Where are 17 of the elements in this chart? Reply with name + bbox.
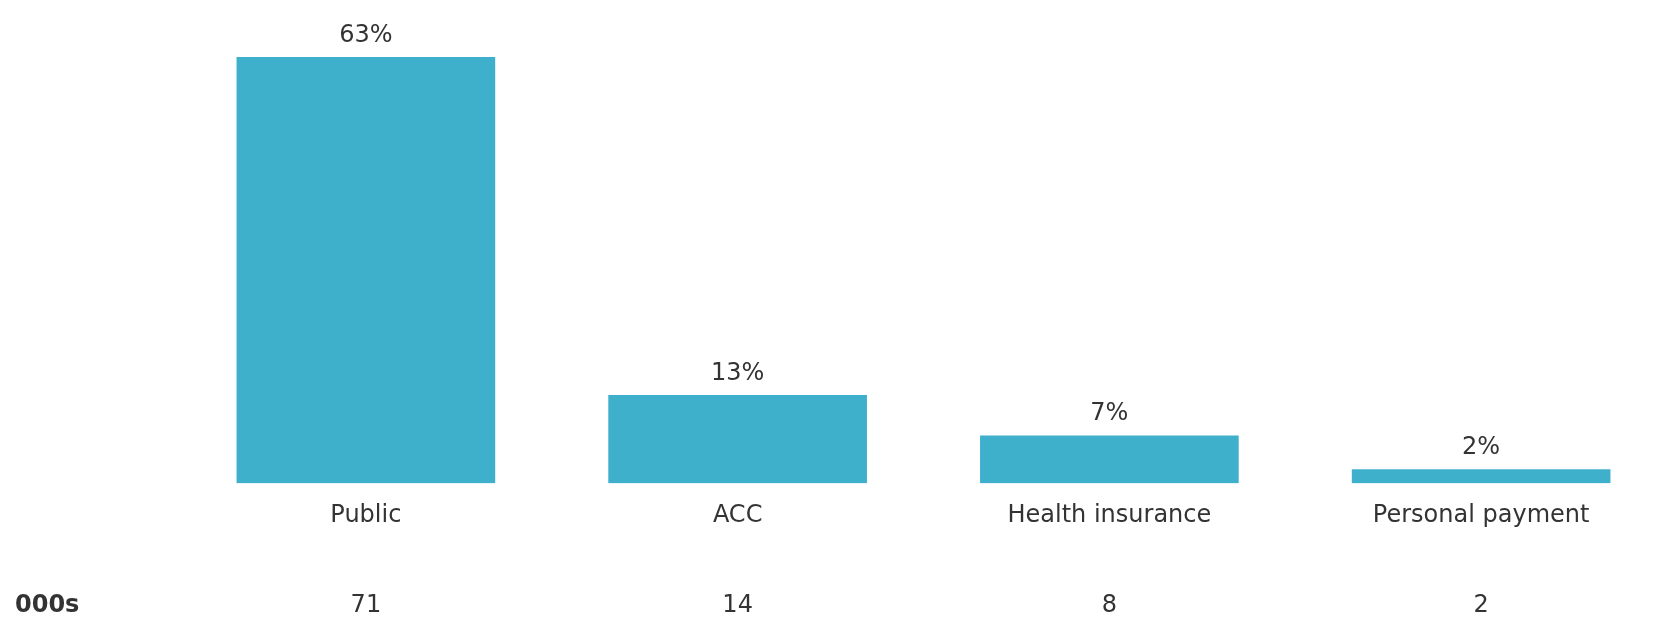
data-label: 7%	[1090, 398, 1129, 427]
text: 000s	[15, 590, 80, 619]
bar	[980, 435, 1239, 484]
data-label: 2%	[1462, 431, 1501, 460]
bar	[1351, 469, 1611, 484]
x-tick-label: Personal payment	[1372, 499, 1590, 528]
x-tick-label: Public	[330, 499, 402, 528]
data-label: 13%	[710, 357, 765, 386]
bar	[236, 56, 496, 484]
text: 14	[722, 590, 753, 619]
text: 71	[350, 590, 382, 619]
x-tick-label: ACC	[712, 499, 763, 528]
data-label: 63%	[339, 19, 393, 48]
text: 8	[1101, 590, 1118, 619]
bar	[608, 394, 867, 484]
text: 2	[1473, 590, 1489, 619]
x-tick-label: Health insurance	[1007, 499, 1212, 528]
